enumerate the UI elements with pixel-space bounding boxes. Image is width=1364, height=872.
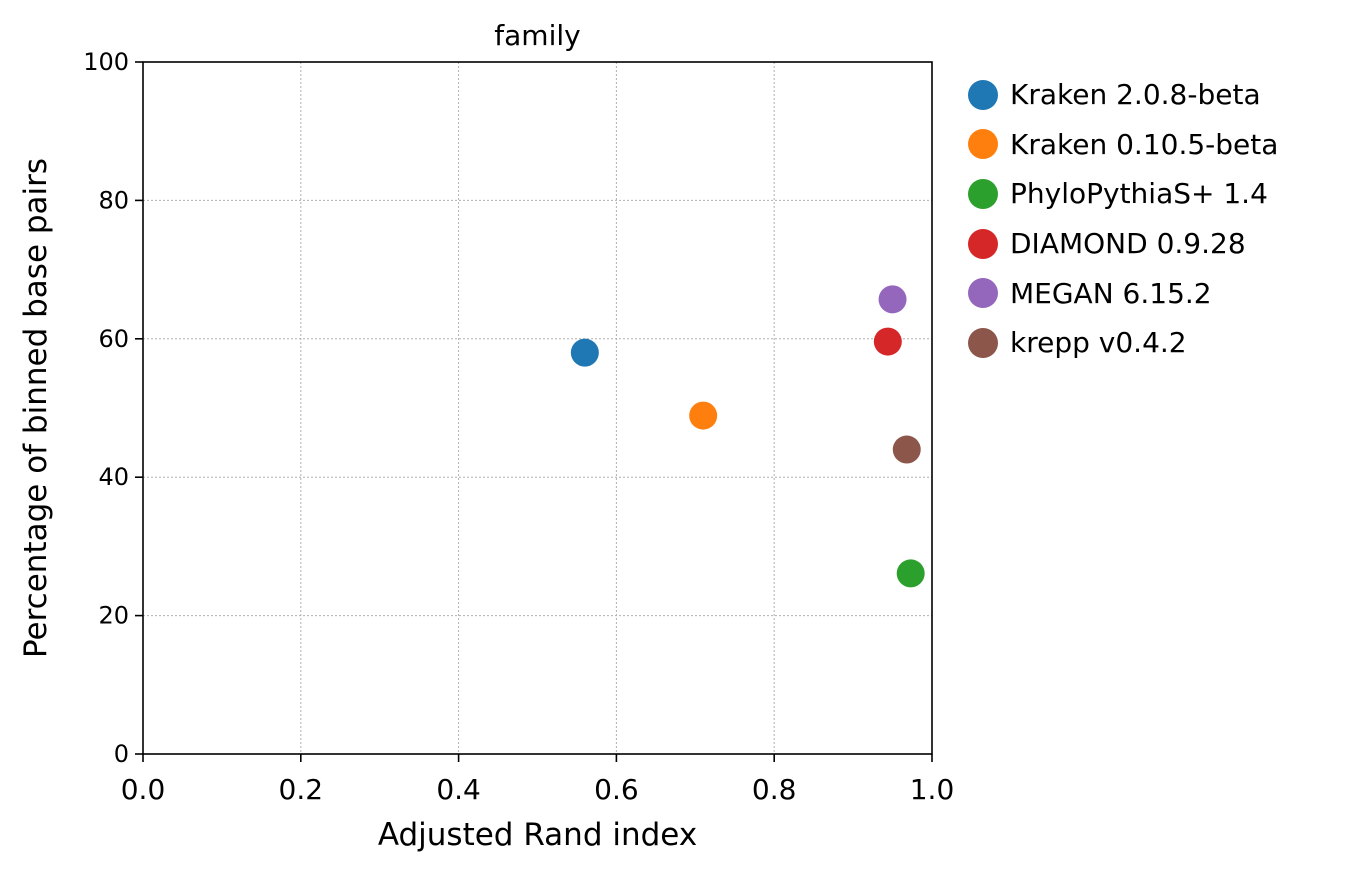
data-point <box>873 327 902 356</box>
legend-marker <box>968 278 998 309</box>
data-point <box>878 285 907 314</box>
legend-label: PhyloPythiaS+ 1.4 <box>1010 177 1268 211</box>
chart-title: family <box>494 19 580 52</box>
y-tick-label: 60 <box>98 325 129 353</box>
y-axis-label: Percentage of binned base pairs <box>18 158 54 658</box>
x-tick-label: 0.0 <box>121 773 166 806</box>
axes-frame <box>142 61 933 755</box>
legend-item: MEGAN 6.15.2 <box>968 268 1278 318</box>
legend-item: Kraken 0.10.5-beta <box>968 120 1278 170</box>
data-point <box>689 401 718 430</box>
data-point <box>896 559 925 588</box>
y-tick-label: 20 <box>98 602 129 630</box>
legend-marker <box>968 79 998 110</box>
data-point <box>570 338 599 367</box>
legend-label: Kraken 2.0.8-beta <box>1010 78 1261 112</box>
y-tick-label: 0 <box>114 740 129 768</box>
legend-label: krepp v0.4.2 <box>1010 326 1187 360</box>
x-tick-label: 0.4 <box>436 773 481 806</box>
x-tick-label: 0.8 <box>752 773 797 806</box>
legend-label: MEGAN 6.15.2 <box>1010 276 1212 310</box>
x-tick-label: 1.0 <box>910 773 955 806</box>
x-tick-label: 0.6 <box>594 773 639 806</box>
y-tick-label: 100 <box>83 48 129 76</box>
legend-item: DIAMOND 0.9.28 <box>968 219 1278 269</box>
x-axis-ticks: 0.0 0.2 0.4 0.6 0.8 1.0 <box>121 754 955 806</box>
legend-label: Kraken 0.10.5-beta <box>1010 127 1279 161</box>
legend-label: DIAMOND 0.9.28 <box>1010 227 1246 261</box>
x-tick-label: 0.2 <box>279 773 324 806</box>
y-tick-label: 80 <box>98 186 129 214</box>
legend-marker <box>968 228 998 259</box>
legend-marker <box>968 129 998 160</box>
legend-item: PhyloPythiaS+ 1.4 <box>968 169 1278 219</box>
data-points <box>570 285 925 588</box>
y-axis-ticks: 0 20 40 60 80 100 <box>83 48 143 768</box>
x-axis-label: Adjusted Rand index <box>378 817 697 853</box>
legend-item: krepp v0.4.2 <box>968 318 1278 368</box>
y-tick-label: 40 <box>98 463 129 491</box>
legend-marker <box>968 327 998 358</box>
grid-lines <box>143 62 932 754</box>
legend: Kraken 2.0.8-beta Kraken 0.10.5-beta Phylo… <box>968 70 1278 368</box>
legend-item: Kraken 2.0.8-beta <box>968 70 1278 120</box>
data-point <box>892 435 921 464</box>
legend-marker <box>968 178 998 209</box>
